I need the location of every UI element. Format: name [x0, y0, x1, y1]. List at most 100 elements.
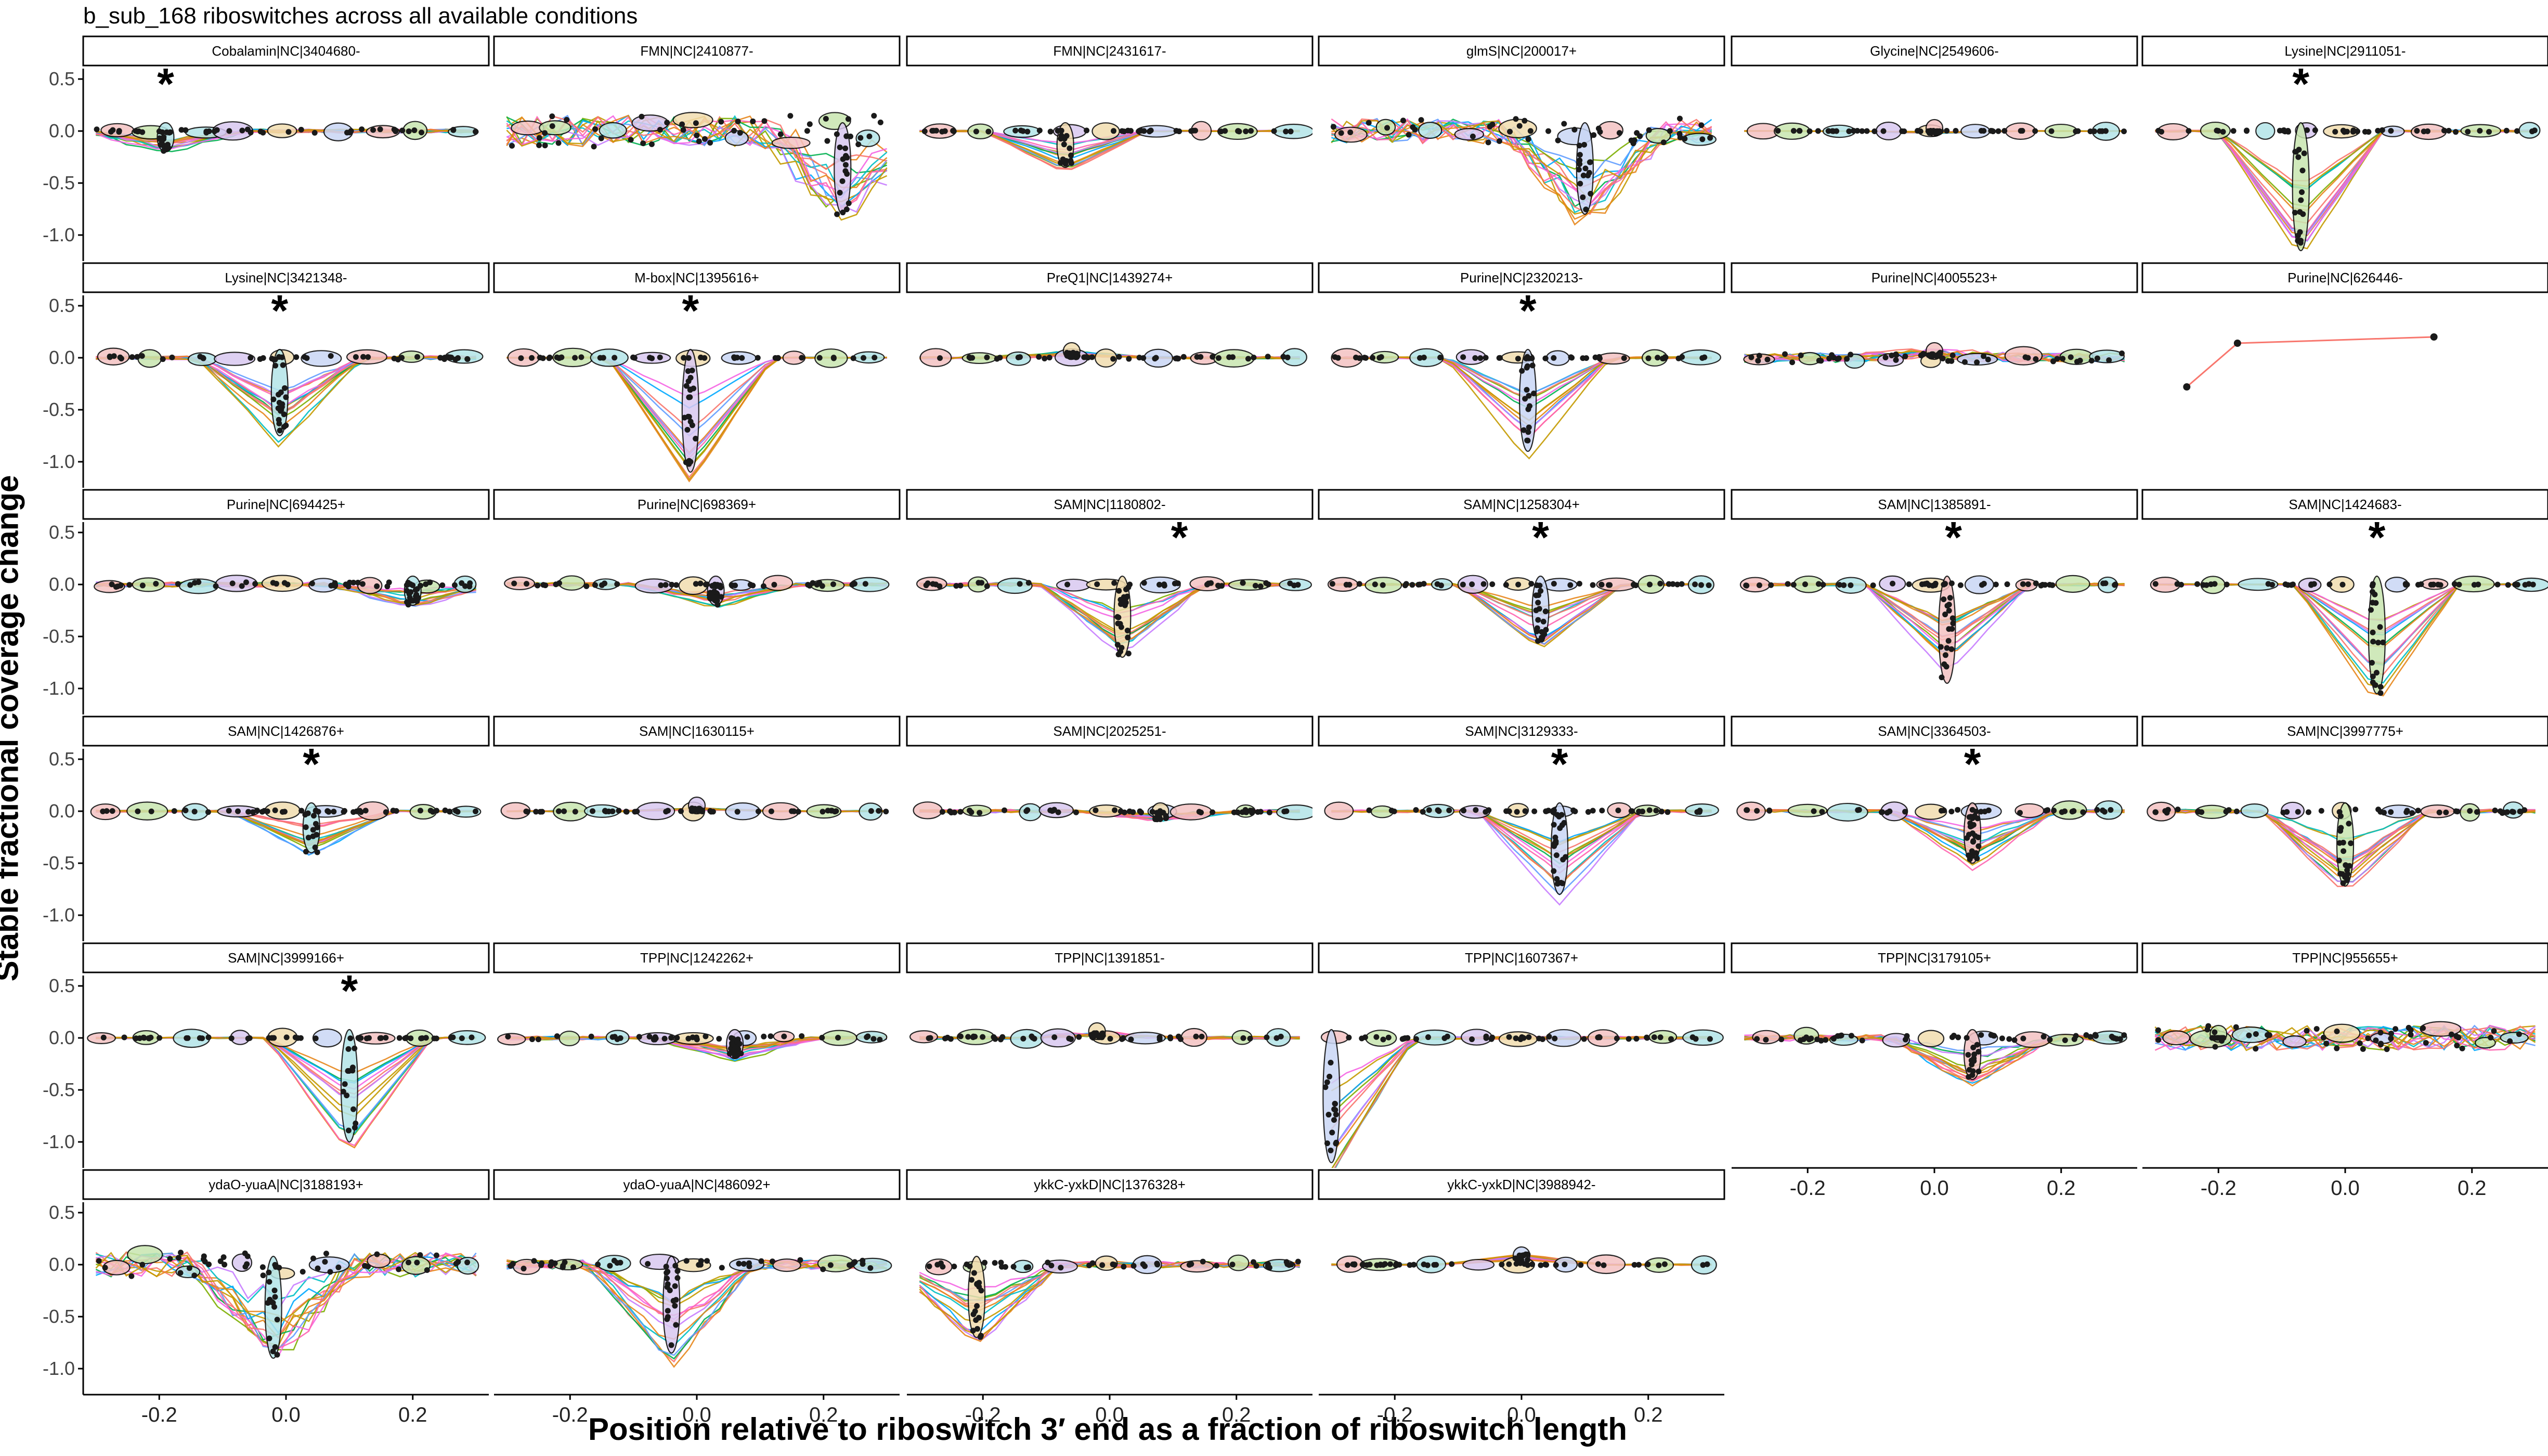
data-point [1089, 354, 1095, 360]
data-point [781, 1033, 787, 1039]
cluster-ellipse [1462, 1258, 1495, 1271]
cluster-ellipse [1736, 801, 1766, 821]
facet-panel: Purine|NC|626446- [2141, 262, 2548, 391]
data-point [1535, 617, 1541, 623]
facet-strip-label: SAM|NC|3364503- [1878, 723, 1991, 739]
data-point [2441, 127, 2447, 134]
data-point [2164, 810, 2170, 816]
data-point [830, 581, 836, 587]
series-line [1331, 1035, 1712, 1151]
data-point [1098, 1034, 1104, 1041]
data-point [2253, 1031, 2259, 1037]
data-point [2474, 809, 2480, 815]
cluster-ellipse [2420, 1021, 2462, 1037]
data-point [1125, 634, 1131, 641]
data-point [771, 581, 777, 588]
data-point [2155, 1027, 2161, 1033]
data-point [393, 808, 399, 814]
data-point [1707, 1036, 1713, 1042]
data-point [1974, 359, 1980, 366]
data-point [358, 1035, 364, 1041]
data-point [867, 1265, 874, 1271]
data-point [665, 1308, 671, 1314]
facet-panel: TPP|NC|1607367+ [1318, 942, 1725, 1168]
data-point [1483, 355, 1489, 361]
data-point [1036, 354, 1042, 360]
data-point [1948, 809, 1955, 815]
data-point [250, 809, 256, 815]
data-point [1409, 582, 1415, 588]
data-point [2340, 880, 2346, 886]
data-point [510, 1260, 516, 1267]
data-point [1347, 129, 1354, 136]
data-point [2454, 1043, 2460, 1049]
data-point [2446, 127, 2452, 134]
data-point [850, 355, 856, 361]
data-point [191, 809, 198, 815]
data-point [245, 1035, 251, 1042]
data-point [2194, 581, 2201, 587]
data-point [2313, 1026, 2320, 1032]
data-point [103, 808, 110, 814]
data-point [396, 1035, 402, 1041]
data-point [939, 128, 945, 135]
data-point [1871, 128, 1878, 134]
data-point [135, 808, 141, 814]
data-point [590, 808, 596, 814]
data-point [974, 1325, 981, 1332]
data-point [670, 1298, 677, 1304]
facet-panel: SAM|NC|3129333-* [1318, 716, 1725, 906]
data-point [169, 354, 175, 360]
data-point [1657, 1034, 1663, 1041]
significance-star: * [1964, 739, 1981, 788]
data-point [2295, 232, 2301, 239]
facet-strip [1318, 716, 1725, 747]
data-point [2370, 673, 2376, 680]
data-point [549, 113, 555, 120]
data-point [1859, 128, 1865, 134]
data-point [2040, 1034, 2047, 1040]
data-point [1647, 581, 1653, 588]
data-point [830, 355, 837, 361]
data-point [2117, 1036, 2123, 1042]
cluster-ellipse [1682, 1029, 1724, 1046]
data-point [2295, 154, 2302, 160]
x-tick-label: 0.2 [1634, 1403, 1663, 1426]
data-point [2334, 1045, 2340, 1051]
cluster-ellipse [909, 1030, 938, 1044]
data-point [768, 1033, 774, 1039]
data-point [2530, 581, 2536, 588]
data-point [719, 1265, 725, 1271]
data-point [2339, 581, 2346, 588]
data-point [789, 808, 795, 814]
data-point [2465, 128, 2471, 135]
data-point [1215, 355, 1221, 361]
data-point [1539, 636, 1545, 643]
data-point [1372, 581, 1378, 588]
data-point [264, 808, 270, 814]
data-point [866, 133, 873, 139]
data-point [252, 581, 258, 587]
data-point [707, 139, 713, 146]
panel-data [1743, 342, 2125, 369]
data-point [434, 808, 440, 814]
data-point [396, 1266, 402, 1272]
data-point [1706, 582, 1712, 589]
significance-star: * [2292, 59, 2309, 108]
data-point [177, 1270, 184, 1276]
data-point [2100, 580, 2107, 587]
data-point [1906, 581, 1912, 588]
cluster-ellipse [214, 352, 256, 366]
facet-strip-label: ydaO-yuaA|NC|486092+ [623, 1177, 770, 1192]
data-point [833, 808, 839, 814]
data-point [2379, 127, 2385, 133]
data-point [310, 1255, 316, 1262]
facet-panel: TPP|NC|3179105+-0.2 0.0 0.2 [1731, 942, 2138, 1200]
data-point [427, 579, 433, 586]
data-point [505, 1033, 511, 1039]
data-point [157, 1035, 163, 1041]
data-point [1988, 1032, 1994, 1038]
data-point [2372, 591, 2378, 597]
panel-data [1736, 800, 2125, 872]
data-point [277, 427, 283, 434]
